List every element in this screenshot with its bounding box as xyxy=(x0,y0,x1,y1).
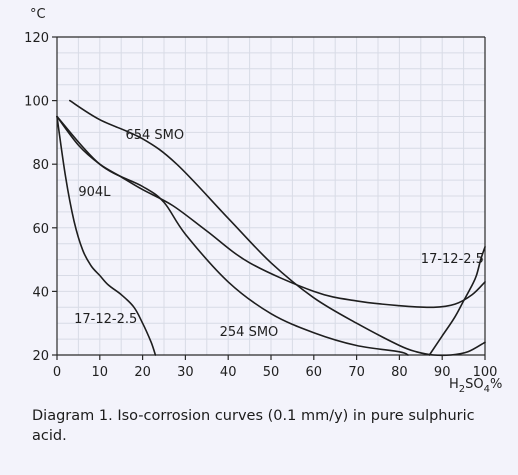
y-tick-label: 80 xyxy=(32,158,49,173)
x-tick-label: 80 xyxy=(391,365,408,380)
series-line-17-12-2-5-2 xyxy=(56,115,157,356)
y-tick-label: 20 xyxy=(32,349,49,364)
x-tick-label: 90 xyxy=(434,365,451,380)
x-tick-label: 20 xyxy=(134,365,151,380)
x-tick-label: 50 xyxy=(263,365,280,380)
x-unit-prefix: H xyxy=(449,377,459,392)
y-tick-label: 100 xyxy=(24,95,49,110)
grid-lines xyxy=(57,37,485,355)
series-labels: 654 SMO 904L 17-12-2.5 17-12-2.5 254 SMO xyxy=(74,128,484,340)
series-line-654-smo-0 xyxy=(69,99,486,357)
series-line-254-smo-4 xyxy=(56,115,409,356)
x-unit-subscript-1: 2 xyxy=(459,384,465,395)
x-axis-unit: H2SO4% xyxy=(449,377,502,395)
x-unit-middle: SO xyxy=(465,377,483,392)
series-label-17-12-2-5: 17-12-2.5 xyxy=(421,252,484,267)
x-tick-label: 60 xyxy=(306,365,323,380)
x-unit-subscript-2: 4 xyxy=(484,384,490,395)
series-label-904l: 904L xyxy=(78,185,111,200)
y-tick-label: 40 xyxy=(32,285,49,300)
series-label-17-12-2-5: 17-12-2.5 xyxy=(74,312,137,327)
x-tick-label: 40 xyxy=(220,365,237,380)
figure-caption: Diagram 1. Iso-corrosion curves (0.1 mm/… xyxy=(32,406,502,446)
series-line-17-12-2-5-3 xyxy=(428,246,486,356)
x-tick-label: 70 xyxy=(348,365,365,380)
x-tick-label: 30 xyxy=(177,365,194,380)
y-tick-label: 120 xyxy=(24,31,49,46)
series-group xyxy=(56,99,486,357)
x-tick-label: 0 xyxy=(53,365,61,380)
series-label-254-smo: 254 SMO xyxy=(220,325,279,340)
x-unit-suffix: % xyxy=(490,377,502,392)
x-tick-label: 100 xyxy=(473,365,498,380)
y-axis-unit: °C xyxy=(30,7,46,22)
caption-text: Iso-corrosion curves (0.1 mm/y) in pure … xyxy=(32,408,475,444)
caption-number: Diagram 1. xyxy=(32,408,113,424)
x-tick-label: 10 xyxy=(92,365,109,380)
y-tick-labels: 20 40 60 80 100 120 xyxy=(24,31,57,364)
y-tick-label: 60 xyxy=(32,222,49,237)
series-label-654-smo: 654 SMO xyxy=(125,128,184,143)
x-tick-labels: 0 10 20 30 40 50 60 70 80 90 100 xyxy=(53,355,498,380)
